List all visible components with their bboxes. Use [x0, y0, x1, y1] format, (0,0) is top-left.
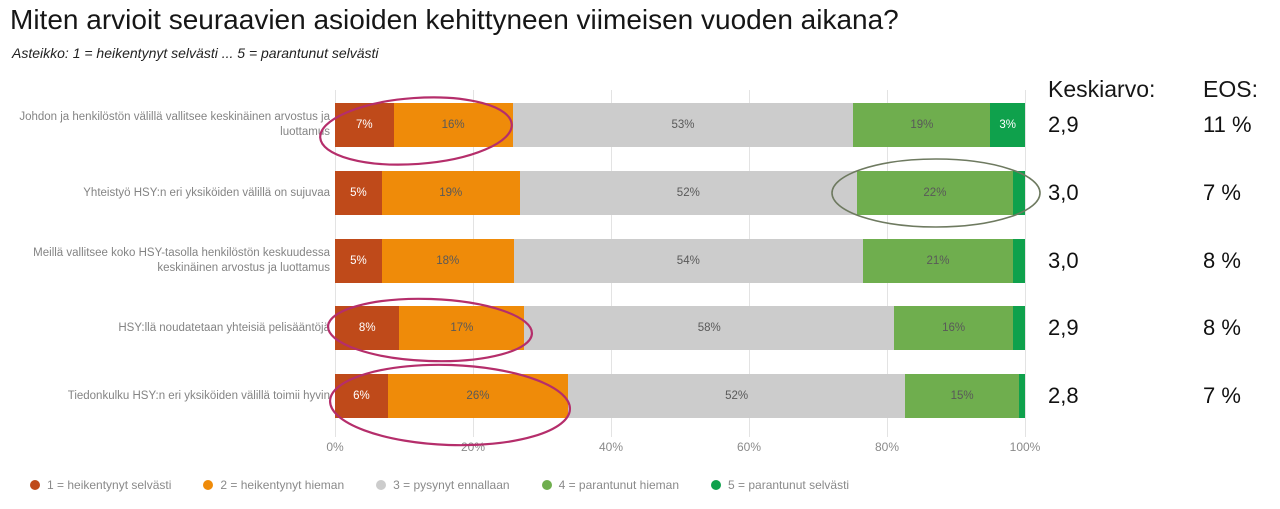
bar-segment: 21% — [862, 239, 1013, 283]
bar-segment: 52% — [519, 171, 857, 215]
bar-segment-value: 22% — [923, 187, 947, 199]
x-axis-tick-label: 100% — [1009, 440, 1041, 454]
mean-value: 2,9 — [1048, 315, 1079, 340]
legend-label: 2 = heikentynyt hieman — [220, 478, 345, 492]
eos-value: 7 % — [1203, 383, 1241, 408]
legend-dot-icon — [711, 480, 721, 490]
bar-segment-value: 16% — [942, 322, 966, 334]
bar-segment: 53% — [512, 103, 854, 147]
bar-segment: 52% — [568, 374, 906, 418]
bar-segment — [1012, 239, 1025, 283]
bar-segment: 19% — [853, 103, 991, 147]
legend-item: 1 = heikentynyt selvästi — [30, 478, 171, 492]
bar-segment-value: 8% — [358, 322, 376, 334]
legend-label: 1 = heikentynyt selvästi — [47, 478, 172, 492]
bar-segment-value: 52% — [725, 390, 749, 402]
stacked-bar-row: 8% 17% 58% 16% — [335, 306, 1025, 350]
row-label: HSY:llä noudatetaan yhteisiä pelisääntöj… — [118, 321, 330, 334]
x-axis-tick-label: 40% — [598, 440, 624, 454]
legend-label: 3 = pysynyt ennallaan — [393, 478, 510, 492]
bar-segment-value: 16% — [441, 119, 465, 131]
mean-value: 2,8 — [1048, 383, 1079, 408]
row-label: Yhteistyö HSY:n eri yksiköiden välillä o… — [83, 186, 330, 199]
scale-subtitle: Asteikko: 1 = heikentynyt selvästi ... 5… — [12, 45, 379, 61]
bar-segment-value: 5% — [350, 255, 367, 267]
bar-segment: 5% — [335, 171, 382, 215]
bar-segment: 19% — [381, 171, 520, 215]
bar-segment-value: 19% — [910, 119, 934, 131]
legend-item: 2 = heikentynyt hieman — [203, 478, 344, 492]
x-axis-tick-label: 80% — [874, 440, 900, 454]
x-axis-tick-label: 0% — [326, 440, 344, 454]
bar-segment: 22% — [856, 171, 1013, 215]
bar-segment-value: 6% — [353, 390, 370, 402]
stacked-bar-row: 5% 18% 54% 21% — [335, 239, 1025, 283]
legend-label: 5 = parantunut selvästi — [728, 478, 850, 492]
bar-segment-value: 17% — [450, 322, 474, 334]
bar-segment: 54% — [513, 239, 863, 283]
x-axis-tick-label: 60% — [736, 440, 762, 454]
bar-segment: 6% — [335, 374, 388, 418]
legend-dot-icon — [203, 480, 214, 490]
mean-value: 2,9 — [1048, 112, 1079, 137]
legend-label: 4 = parantunut hieman — [558, 478, 679, 492]
bar-segment-value: 19% — [439, 187, 463, 199]
mean-value: 3,0 — [1048, 180, 1079, 205]
legend-dot-icon — [376, 480, 387, 490]
legend-item: 5 = parantunut selvästi — [711, 478, 849, 492]
legend-item: 3 = pysynyt ennallaan — [376, 478, 510, 492]
bar-segment: 16% — [894, 306, 1014, 350]
bar-segment-value: 3% — [999, 119, 1016, 131]
mean-value: 3,0 — [1048, 248, 1079, 273]
eos-value: 11 % — [1203, 112, 1252, 137]
legend-dot-icon — [541, 480, 552, 490]
legend-item: 4 = parantunut hieman — [541, 478, 679, 492]
bar-segment: 8% — [335, 306, 400, 350]
bar-segment: 17% — [399, 306, 525, 350]
eos-column-header: EOS: — [1203, 76, 1258, 102]
page-title: Miten arvioit seuraavien asioiden kehitt… — [10, 4, 899, 35]
row-label: Meillä vallitsee koko HSY-tasolla henkil… — [33, 247, 330, 274]
legend-dot-icon — [30, 480, 40, 490]
bar-segment-value: 21% — [926, 255, 950, 267]
bar-segment-value: 26% — [466, 390, 490, 402]
bar-segment-value: 52% — [676, 187, 700, 199]
bar-segment-value: 58% — [697, 322, 721, 334]
bar-segment: 16% — [393, 103, 513, 147]
legend: 1 = heikentynyt selvästi 2 = heikentynyt … — [30, 478, 849, 492]
bar-segment: 58% — [524, 306, 895, 350]
bar-segment-value: 18% — [436, 255, 460, 267]
row-label: Tiedonkulku HSY:n eri yksiköiden välillä… — [67, 389, 330, 402]
bar-segment — [1013, 306, 1025, 350]
bar-segment: 26% — [387, 374, 569, 418]
stacked-bar-row: 5% 19% 52% 22% — [335, 171, 1025, 215]
bar-segment: 5% — [335, 239, 382, 283]
bar-segment — [1012, 171, 1025, 215]
bar-segment-value: 53% — [671, 119, 695, 131]
mean-column-header: Keskiarvo: — [1048, 76, 1156, 102]
gridline — [1025, 90, 1026, 437]
bar-segment: 7% — [335, 103, 394, 147]
bar-segment-value: 7% — [355, 119, 373, 131]
bar-segment: 3% — [990, 103, 1025, 147]
bar-segment-value: 5% — [350, 187, 367, 199]
stacked-bar-row: 6% 26% 52% 15% — [335, 374, 1025, 418]
eos-value: 8 % — [1203, 248, 1241, 273]
x-axis-tick-label: 20% — [460, 440, 486, 454]
bar-segment: 15% — [905, 374, 1019, 418]
bar-segment — [1018, 374, 1025, 418]
eos-value: 8 % — [1203, 315, 1241, 340]
bar-segment-value: 15% — [950, 390, 974, 402]
bar-segment-value: 54% — [676, 255, 700, 267]
stacked-bar-row: 7% 16% 53% 19% 3% — [335, 103, 1025, 147]
bar-segment: 18% — [381, 239, 514, 283]
row-label: Johdon ja henkilöstön välillä vallitsee … — [19, 111, 330, 138]
eos-value: 7 % — [1203, 180, 1241, 205]
